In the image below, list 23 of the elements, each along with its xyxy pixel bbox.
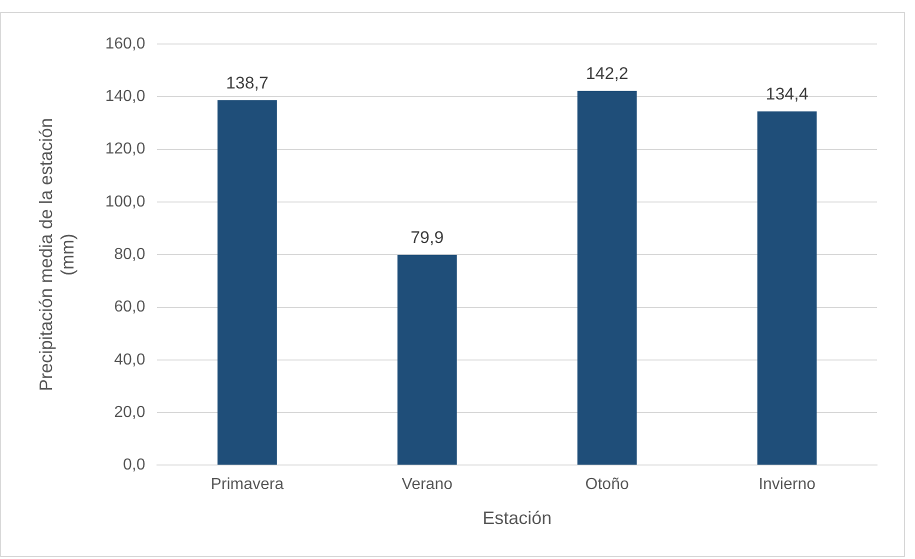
bar	[397, 254, 457, 465]
y-tick-label: 0,0	[122, 456, 146, 474]
y-axis-title: Precipitación media de la estación (mm)	[36, 118, 78, 392]
y-tick-label: 40,0	[114, 351, 146, 368]
bar	[218, 100, 277, 465]
bar	[577, 90, 637, 465]
x-tick-label: Verano	[402, 476, 453, 494]
y-tick-label: 80,0	[114, 246, 146, 264]
x-tick-label: Invierno	[758, 476, 816, 494]
y-tick-label: 100,0	[105, 193, 146, 210]
y-tick-label: 160,0	[105, 35, 146, 52]
data-label: 134,4	[766, 84, 808, 104]
y-tick-label: 140,0	[105, 88, 146, 106]
x-axis-title: Estación	[482, 508, 552, 528]
y-tick-label: 120,0	[105, 140, 146, 158]
data-label: 138,7	[226, 73, 268, 92]
x-tick-label: Otoño	[585, 476, 629, 494]
data-label: 142,2	[586, 64, 628, 84]
bar	[757, 111, 817, 465]
y-tick-label: 60,0	[114, 298, 146, 316]
data-label: 79,9	[410, 228, 444, 248]
x-tick-label: Primavera	[210, 476, 284, 494]
y-tick-label: 20,0	[114, 404, 146, 421]
